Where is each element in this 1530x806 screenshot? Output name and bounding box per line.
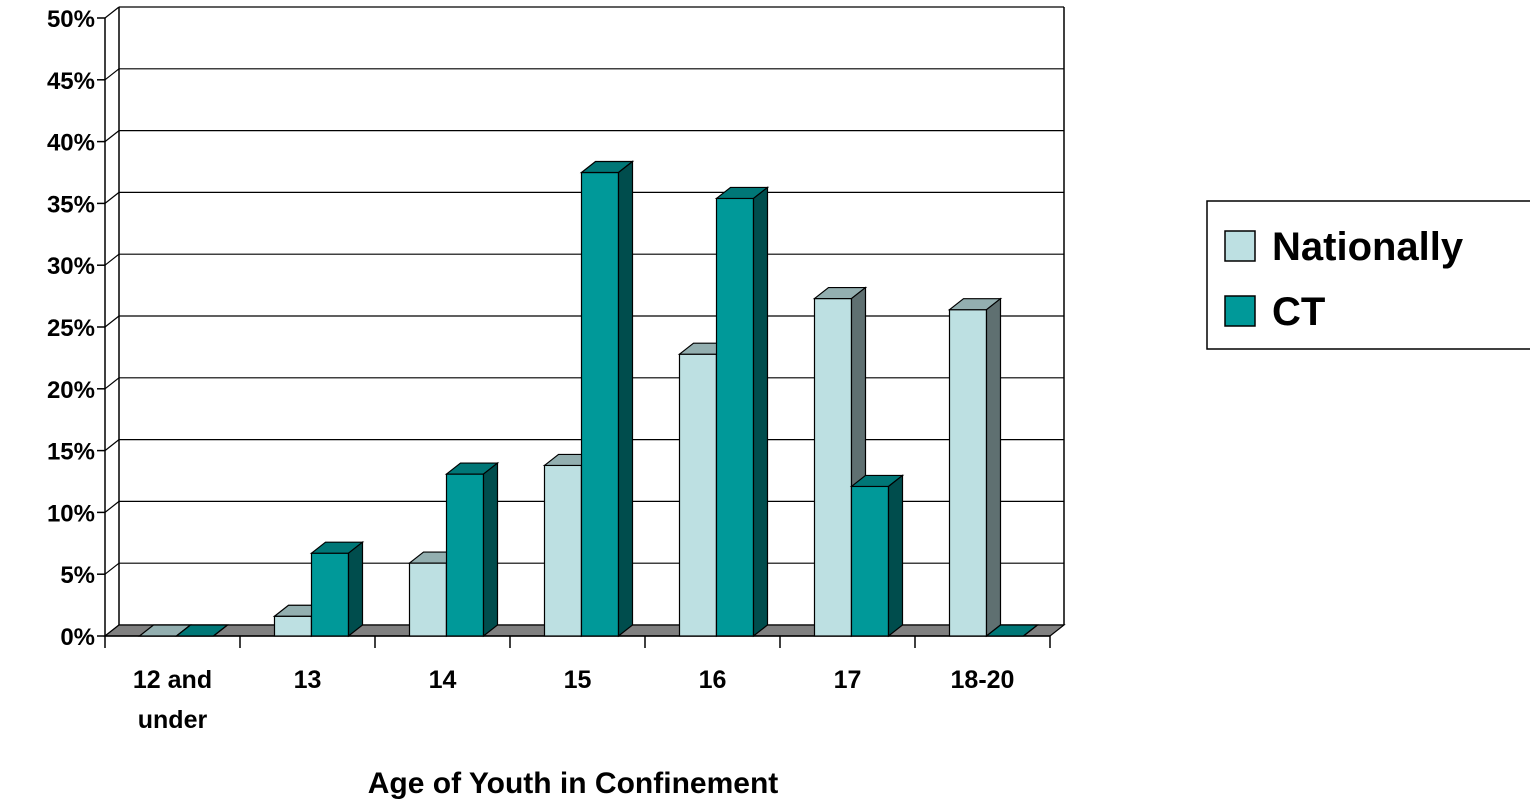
gridline-side	[104, 377, 120, 390]
x-tick-labels: 12 and under 13 14 15 16 17 18-20	[133, 666, 1015, 734]
bar-nationally-6	[947, 297, 1003, 638]
x-tick-label: 15	[564, 666, 592, 694]
x-tick-label: 12 and under	[133, 666, 212, 734]
x-tick-label-line: 15	[564, 666, 592, 694]
y-tick-label: 20%	[47, 377, 95, 404]
bar-front	[850, 485, 890, 637]
bar-ct-2	[444, 461, 500, 638]
bars	[137, 160, 1040, 638]
bar-front	[715, 197, 755, 637]
bar-side	[1023, 624, 1038, 637]
bar-ct-4	[714, 186, 770, 638]
gridline-side	[104, 191, 120, 204]
bar-front	[445, 473, 485, 637]
bar-ct-1	[309, 540, 365, 638]
y-tick-label: 45%	[47, 68, 95, 95]
y-tick-label: 35%	[47, 191, 95, 218]
bar-ct-0	[174, 624, 230, 637]
bar-ct-5	[849, 474, 905, 638]
x-tick-label-line: 13	[294, 666, 322, 694]
gridline-side	[104, 6, 120, 19]
bar-side	[347, 540, 364, 638]
bar-side	[617, 160, 634, 638]
y-tick-labels: 0% 5% 10% 15% 20% 25% 30% 35% 40% 45% 50%	[47, 6, 95, 651]
bar-ct-3	[579, 160, 635, 638]
gridline-side	[104, 130, 120, 143]
bar-front	[310, 552, 350, 637]
gridline-side	[104, 253, 120, 266]
bar-front	[408, 562, 448, 637]
x-tick-label-line: 14	[429, 666, 457, 694]
y-tick-label: 30%	[47, 253, 95, 280]
y-tick-label: 0%	[60, 624, 95, 651]
x-tick-label: 17	[834, 666, 862, 694]
bar-side	[752, 186, 769, 638]
x-tick-label-line: 16	[699, 666, 727, 694]
gridline-side	[104, 500, 120, 513]
gridline-side	[104, 439, 120, 452]
bar-front	[543, 464, 583, 637]
bar-front	[678, 353, 718, 637]
y-tick-label: 15%	[47, 439, 95, 466]
bar-front	[813, 297, 853, 637]
bar-front	[948, 309, 988, 637]
bar-ct-6	[984, 624, 1040, 637]
legend-label-ct: CT	[1272, 290, 1325, 334]
bar-front	[273, 615, 313, 637]
gridline-side	[104, 562, 120, 575]
x-tick-label: 18-20	[951, 666, 1015, 694]
gridline-side	[104, 68, 120, 81]
legend-swatch-nationally	[1224, 230, 1256, 262]
y-tick-label: 50%	[47, 6, 95, 33]
x-tick-label-line: under	[138, 706, 208, 734]
bar-front	[580, 171, 620, 637]
gridline-side	[104, 315, 120, 328]
y-tick-label: 40%	[47, 130, 95, 157]
x-tick-label-line: 17	[834, 666, 862, 694]
y-tick-label: 25%	[47, 315, 95, 342]
legend-box	[1206, 200, 1530, 350]
x-tick-label-line: 12 and	[133, 666, 212, 694]
x-tick-label: 14	[429, 666, 457, 694]
y-tick-label: 10%	[47, 500, 95, 527]
bar-side	[887, 474, 904, 638]
legend-swatch-ct	[1224, 295, 1256, 327]
x-tick-label: 16	[699, 666, 727, 694]
legend: Nationally CT	[1206, 200, 1530, 350]
x-tick-label: 13	[294, 666, 322, 694]
x-axis-title: Age of Youth in Confinement	[368, 767, 779, 800]
y-tick-label: 5%	[60, 562, 95, 589]
bar-side	[482, 461, 499, 638]
legend-label-nationally: Nationally	[1272, 225, 1464, 269]
x-tick-label-line: 18-20	[951, 666, 1015, 694]
bar-side	[985, 297, 1002, 638]
bar-side	[213, 624, 228, 637]
